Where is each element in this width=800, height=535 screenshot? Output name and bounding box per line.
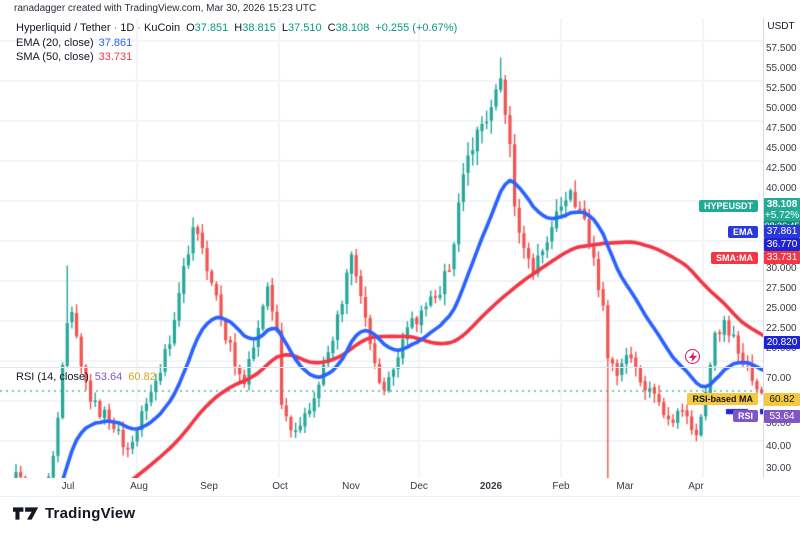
rsi-tick-label: 40.00 — [766, 440, 792, 452]
rsi-value: 53.64 — [94, 371, 123, 383]
last-price-value: 38.108 — [766, 199, 798, 210]
open-value: 37.851 — [194, 22, 229, 34]
high-key: H — [234, 22, 243, 34]
price-axis[interactable]: USDT 57.500 55.000 52.500 50.000 47.500 45.00… — [764, 18, 800, 496]
rsi-tick-label: 30.00 — [766, 463, 792, 474]
rsi-label: RSI (14, close) — [16, 371, 89, 383]
symbol-legend-row[interactable]: Hyperliquid / Tether · 1D · KuCoin O37.851 H38… — [16, 22, 458, 34]
sma-legend-row[interactable]: SMA (50, close) 33.731 — [16, 51, 132, 63]
time-tick-Apr: Apr — [688, 481, 704, 492]
price-tick-label: 57.500 — [766, 43, 797, 54]
price-tick-label: 22.500 — [766, 323, 797, 334]
lightning-bolt-icon — [688, 351, 697, 362]
upper-line-price-label: 36.770 — [764, 238, 800, 251]
time-axis[interactable]: Jul Aug Sep Oct Nov Dec 2026 Feb Mar Apr — [0, 478, 800, 497]
symbol-chip: HYPEUSDT — [698, 200, 758, 212]
lower-line-price-label: 20.820 — [764, 336, 800, 350]
ema-chip: EMA — [728, 226, 758, 238]
time-tick-Aug: Aug — [130, 481, 148, 492]
price-tick-label: 50.000 — [766, 103, 797, 114]
rsi-tick-label: 50.00 — [766, 418, 792, 429]
price-tick-label: 52.500 — [766, 83, 797, 94]
time-tick-Jul: Jul — [61, 481, 75, 492]
price-tick-label: 42.500 — [766, 163, 797, 174]
change-value: +0.255 (+0.67%) — [375, 22, 458, 34]
price-tick-label: 30.000 — [766, 263, 797, 274]
tradingview-wordmark: TradingView — [45, 505, 136, 522]
open-key: O — [186, 22, 195, 34]
time-tick-Dec: Dec — [410, 481, 428, 492]
last-price-change: +5.72% — [764, 210, 800, 221]
close-value: 38.108 — [335, 22, 370, 34]
rsi-ma-chip: RSI-based MA — [687, 392, 758, 405]
rsi-legend-row[interactable]: RSI (14, close) 53.64 60.82 — [16, 371, 156, 383]
chart-canvas[interactable] — [0, 18, 800, 535]
time-tick-Feb: Feb — [552, 481, 570, 492]
low-key: L — [281, 22, 289, 34]
ema-value: 37.861 — [98, 37, 133, 49]
time-tick-Nov: Nov — [342, 481, 360, 492]
price-tick-label: 47.500 — [766, 123, 797, 134]
rsi-ma-value-label: 60.82 — [764, 392, 800, 406]
flash-marker-icon[interactable] — [685, 349, 700, 364]
rsi-chip: RSI — [732, 409, 758, 422]
price-axis-border — [763, 18, 764, 496]
price-tick-label: 55.000 — [766, 63, 797, 74]
price-tick-label: 27.500 — [766, 283, 797, 294]
sma-price-label: 33.731 — [764, 251, 800, 264]
bottom-bar: TradingView — [0, 497, 800, 535]
sma-value: 33.731 — [98, 51, 133, 63]
currency-label: USDT — [767, 21, 795, 32]
interval-label: 1D — [120, 22, 135, 34]
time-tick-Sep: Sep — [200, 481, 218, 492]
time-tick-Oct: Oct — [272, 481, 288, 492]
high-value: 38.815 — [242, 22, 276, 34]
price-tick-label: 25.000 — [766, 303, 797, 314]
exchange-label: KuCoin — [143, 22, 181, 34]
attribution-text: ranadagger created with TradingView.com,… — [14, 3, 317, 14]
time-tick-Mar: Mar — [616, 481, 634, 492]
price-tick-label: 40.000 — [766, 183, 797, 194]
rsi-ma-value: 60.82 — [128, 371, 156, 383]
tradingview-logo[interactable]: TradingView — [13, 505, 135, 522]
chart-area[interactable]: Hyperliquid / Tether · 1D · KuCoin O37.851 H38… — [0, 18, 800, 535]
tradingview-mark-icon — [13, 507, 39, 520]
rsi-tick-label: 70.00 — [766, 373, 792, 384]
ema-legend-row[interactable]: EMA (20, close) 37.861 — [16, 37, 132, 49]
rsi-value-label: 53.64 — [764, 409, 800, 423]
time-tick-2026: 2026 — [479, 481, 503, 492]
ema-label: EMA (20, close) — [16, 37, 94, 49]
pane-separator[interactable] — [0, 367, 800, 368]
low-value: 37.510 — [288, 22, 322, 34]
close-key: C — [327, 22, 336, 34]
symbol-title: Hyperliquid / Tether — [16, 22, 111, 34]
sma-label: SMA (50, close) — [16, 51, 94, 63]
ema-price-label: 37.861 — [764, 225, 800, 238]
price-tick-label: 45.000 — [766, 143, 797, 154]
sma-chip: SMA:MA — [711, 252, 758, 264]
